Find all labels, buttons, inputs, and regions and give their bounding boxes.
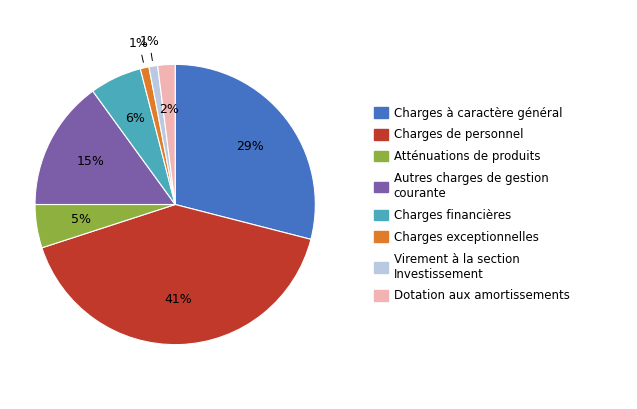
Wedge shape (93, 69, 175, 204)
Wedge shape (149, 65, 175, 204)
Wedge shape (35, 204, 175, 248)
Text: 29%: 29% (236, 139, 264, 153)
Text: 41%: 41% (164, 293, 192, 306)
Wedge shape (140, 67, 175, 204)
Wedge shape (35, 91, 175, 204)
Wedge shape (157, 64, 175, 204)
Text: 1%: 1% (129, 37, 149, 62)
Wedge shape (42, 204, 311, 345)
Text: 5%: 5% (71, 213, 91, 226)
Text: 2%: 2% (159, 103, 179, 116)
Legend: Charges à caractère général, Charges de personnel, Atténuations de produits, Aut: Charges à caractère général, Charges de … (374, 106, 569, 303)
Text: 15%: 15% (76, 155, 104, 168)
Wedge shape (175, 64, 315, 239)
Text: 6%: 6% (125, 112, 145, 125)
Text: 1%: 1% (140, 35, 159, 61)
